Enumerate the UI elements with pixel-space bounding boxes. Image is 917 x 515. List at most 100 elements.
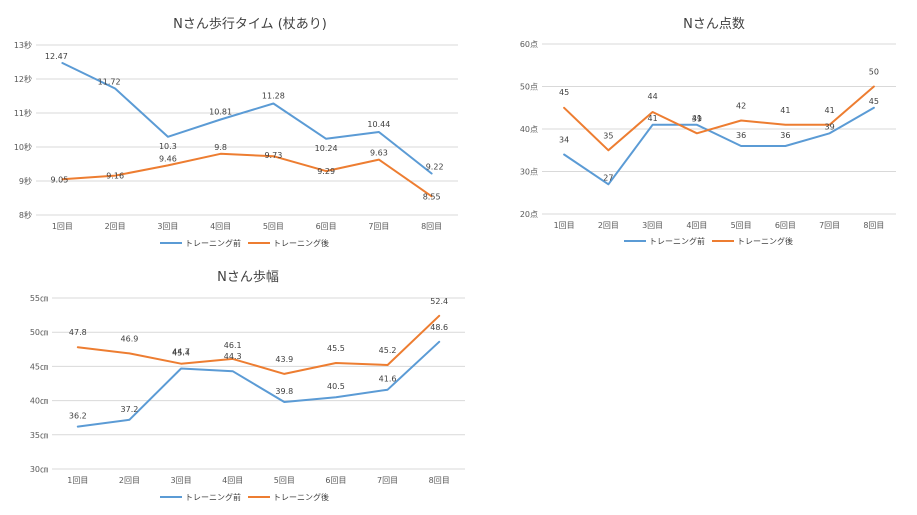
chart-3-series-after-line — [76, 314, 441, 375]
chart-1-x-tick-label: 3回目 — [157, 222, 178, 231]
chart-3-data-label: 47.8 — [69, 328, 87, 337]
chart-1-data-label: 9.46 — [159, 154, 177, 163]
chart-1-data-label: 9.63 — [370, 149, 388, 158]
chart-2-y-tick-label: 40点 — [520, 125, 538, 134]
chart-3-x-tick-label: 5回目 — [274, 476, 295, 485]
chart-3-data-label: 41.6 — [379, 375, 397, 384]
chart-3-data-label: 36.2 — [69, 412, 87, 421]
chart-2-data-label: 41 — [648, 114, 658, 123]
chart-2-data-label: 36 — [736, 131, 746, 140]
chart-3-data-label: 46.1 — [224, 341, 242, 350]
chart-2-series-after-line — [563, 85, 875, 152]
chart-2-x-tick-label: 1回目 — [554, 221, 575, 230]
chart-3-y-tick-label: 30㎝ — [30, 465, 48, 474]
chart-2-title: Nさん点数 — [683, 17, 745, 32]
chart-3-y-tick-label: 35㎝ — [30, 431, 48, 440]
chart-1-data-label: 9.16 — [106, 172, 124, 181]
chart-2-x-tick-label: 2回目 — [598, 221, 619, 230]
chart-3-series-before-line — [76, 340, 441, 428]
chart-3-data-label: 44.7 — [172, 347, 190, 356]
chart-2-x-tick-label: 3回目 — [642, 221, 663, 230]
chart-3-data-label: 45.2 — [379, 346, 397, 355]
chart-3-data-label: 40.5 — [327, 382, 345, 391]
chart-3-data-label: 37.2 — [121, 405, 139, 414]
chart-2-x-tick-label: 7回目 — [819, 221, 840, 230]
chart-2-data-label: 45 — [559, 88, 569, 97]
chart-2-series-before-line — [563, 106, 875, 186]
chart-1-x-tick-label: 6回目 — [316, 222, 337, 231]
chart-1-legend-label: トレーニング後 — [273, 238, 329, 248]
chart-1-data-label: 11.28 — [262, 91, 285, 100]
chart-1-y-tick-label: 9秒 — [19, 176, 32, 186]
chart-1-x-tick-label: 7回目 — [368, 222, 389, 231]
chart-2-data-label: 41 — [692, 114, 702, 123]
chart-3-x-tick-label: 8回目 — [429, 476, 450, 485]
chart-3-x-tick-label: 1回目 — [67, 476, 88, 485]
chart-3-data-label: 45.4 — [172, 349, 190, 358]
chart-2-data-label: 50 — [869, 68, 879, 77]
chart-2-data-label: 34 — [559, 136, 569, 145]
chart-2-data-label: 45 — [869, 97, 879, 106]
chart-3-legend-label: トレーニング前 — [185, 492, 241, 502]
chart-3-x-tick-label: 7回目 — [377, 476, 398, 485]
chart-3-x-tick-label: 4回目 — [222, 476, 243, 485]
chart-3-legend-label: トレーニング後 — [273, 492, 329, 502]
chart-1-y-tick-label: 8秒 — [19, 210, 32, 220]
chart-1-x-tick-label: 4回目 — [210, 222, 231, 231]
chart-2-y-tick-label: 30点 — [520, 168, 538, 177]
chart-1-x-tick-label: 5回目 — [263, 222, 284, 231]
chart-2-data-label: 41 — [825, 106, 835, 115]
chart-1-data-label: 10.3 — [159, 142, 177, 151]
chart-2-legend-label: トレーニング後 — [737, 236, 793, 246]
chart-3-y-tick-label: 40㎝ — [30, 397, 48, 406]
chart-3-x-tick-label: 6回目 — [325, 476, 346, 485]
chart-3-title: Nさん歩幅 — [217, 270, 279, 285]
chart-1-data-label: 9.05 — [50, 175, 68, 184]
chart-1-series-after-line — [61, 152, 433, 198]
chart-1-title: Nさん歩行タイム (杖あり) — [173, 17, 327, 32]
chart-1-y-tick-label: 13秒 — [14, 40, 32, 50]
chart-1-data-label: 9.73 — [264, 151, 282, 160]
chart-2-y-tick-label: 20点 — [520, 210, 538, 219]
chart-1-data-label: 10.44 — [367, 120, 390, 129]
chart-3-data-label: 46.9 — [121, 334, 139, 343]
chart-1-x-tick-label: 2回目 — [105, 222, 126, 231]
chart-1-y-tick-label: 12秒 — [14, 74, 32, 84]
chart-1-y-tick-label: 10秒 — [14, 142, 32, 152]
chart-1-legend-label: トレーニング前 — [185, 238, 241, 248]
chart-2-data-label: 27 — [603, 173, 613, 182]
chart-1-series-before-line — [61, 62, 433, 175]
chart-2-y-tick-label: 60点 — [520, 40, 538, 49]
chart-1-x-tick-label: 1回目 — [52, 222, 73, 231]
chart-2-legend-label: トレーニング前 — [649, 236, 705, 246]
chart-1-data-label: 10.81 — [209, 107, 232, 116]
chart-3-data-label: 44.3 — [224, 352, 242, 361]
chart-1-data-label: 9.29 — [317, 167, 335, 176]
chart-1-data-label: 9.8 — [214, 143, 227, 152]
chart-3-x-tick-label: 2回目 — [119, 476, 140, 485]
chart-3-data-label: 48.6 — [430, 323, 448, 332]
chart-1-data-label: 12.47 — [45, 52, 68, 61]
chart-2-data-label: 44 — [648, 92, 658, 101]
chart-3-data-label: 52.4 — [430, 297, 448, 306]
chart-1-y-tick-label: 11秒 — [14, 108, 32, 118]
chart-1-data-label: 10.24 — [315, 144, 338, 153]
chart-2-x-tick-label: 5回目 — [731, 221, 752, 230]
chart-3-data-label: 39.8 — [275, 387, 293, 396]
chart-2-x-tick-label: 4回目 — [686, 221, 707, 230]
chart-3-data-label: 45.5 — [327, 344, 345, 353]
chart-2-data-label: 39 — [692, 114, 702, 123]
chart-2-data-label: 39 — [825, 122, 835, 131]
chart-2-x-tick-label: 8回目 — [863, 221, 884, 230]
chart-1-data-label: 8.55 — [423, 192, 441, 201]
chart-3-x-tick-label: 3回目 — [171, 476, 192, 485]
chart-3-y-tick-label: 55㎝ — [30, 294, 48, 303]
chart-2-y-tick-label: 50点 — [520, 83, 538, 92]
chart-2-data-label: 42 — [736, 102, 746, 111]
chart-2-x-tick-label: 6回目 — [775, 221, 796, 230]
chart-2-data-label: 41 — [780, 106, 790, 115]
chart-3-y-tick-label: 50㎝ — [30, 328, 48, 337]
chart-3-y-tick-label: 45㎝ — [30, 362, 48, 371]
chart-3-data-label: 43.9 — [275, 355, 293, 364]
